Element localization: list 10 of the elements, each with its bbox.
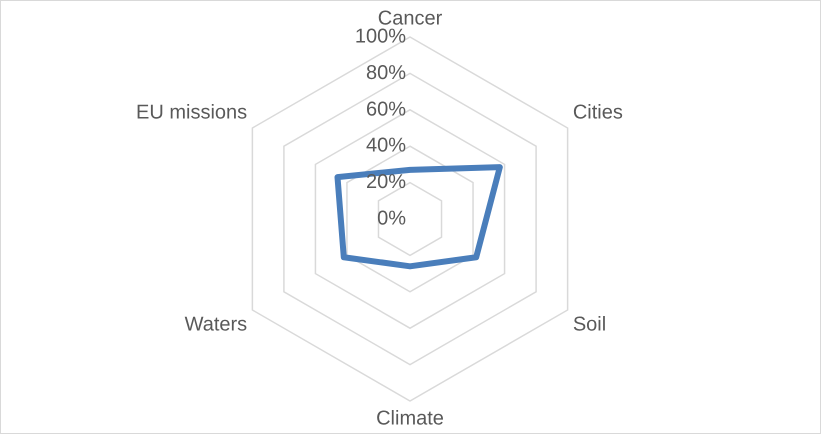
y-tick-label: 20% (366, 171, 406, 194)
spoke-label: Waters (184, 314, 248, 336)
spoke-label: Climate (376, 408, 444, 430)
spoke-label: EU missions (136, 102, 248, 124)
y-tick-label: 40% (366, 134, 406, 157)
y-tick-label: 0% (377, 208, 406, 230)
y-tick-label: 60% (366, 98, 406, 120)
spoke-label: Soil (572, 314, 606, 336)
spoke-label: Cities (572, 102, 623, 124)
y-tick-label: 80% (366, 62, 406, 84)
